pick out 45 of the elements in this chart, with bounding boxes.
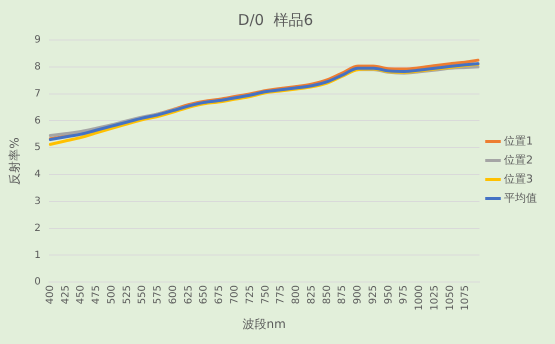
chart-title: D/0 样品6 xyxy=(238,10,314,29)
y-tick-label: 3 xyxy=(34,196,41,208)
x-tick-label: 400 xyxy=(44,285,56,304)
x-tick-label: 425 xyxy=(60,285,72,304)
x-tick-label: 1075 xyxy=(460,285,472,311)
x-tick-label: 950 xyxy=(383,285,394,304)
legend-label: 位置3 xyxy=(504,172,533,186)
x-tick-label: 500 xyxy=(106,285,118,304)
y-tick-label: 7 xyxy=(34,88,41,100)
y-tick-label: 8 xyxy=(34,62,41,72)
x-tick-label: 450 xyxy=(76,285,87,304)
x-tick-label: 925 xyxy=(368,285,379,304)
x-tick-label: 575 xyxy=(152,285,164,304)
x-tick-label: 850 xyxy=(322,285,333,304)
x-tick-label: 900 xyxy=(352,285,364,304)
x-tick-label: 725 xyxy=(244,285,256,304)
x-tick-label: 975 xyxy=(398,285,410,304)
y-tick-label: 9 xyxy=(34,34,41,46)
legend-label: 位置2 xyxy=(504,153,533,166)
x-tick-label: 550 xyxy=(137,285,148,304)
x-tick-label: 700 xyxy=(229,285,240,304)
x-tick-label: 600 xyxy=(168,285,179,304)
y-tick-label: 0 xyxy=(34,276,41,288)
legend-label: 平均值 xyxy=(504,191,537,204)
y-axis-title: 反射率% xyxy=(7,137,22,185)
x-tick-label: 825 xyxy=(306,285,318,304)
y-tick-label: 6 xyxy=(34,115,41,126)
x-tick-label: 1050 xyxy=(444,285,456,311)
y-tick-label: 4 xyxy=(34,169,41,180)
x-tick-label: 875 xyxy=(337,285,348,304)
x-tick-label: 525 xyxy=(122,285,133,304)
x-tick-label: 650 xyxy=(198,285,210,304)
x-tick-label: 1000 xyxy=(414,285,426,311)
x-axis-title: 波段nm xyxy=(242,316,286,331)
x-tick-label: 475 xyxy=(91,285,102,304)
legend-label: 位置1 xyxy=(504,134,533,148)
y-tick-label: 5 xyxy=(34,142,41,154)
x-tick-label: 675 xyxy=(214,285,226,304)
y-tick-label: 1 xyxy=(34,250,41,261)
x-tick-label: 775 xyxy=(276,285,287,304)
x-tick-label: 1025 xyxy=(429,285,440,311)
x-tick-label: 800 xyxy=(291,285,302,304)
x-tick-label: 625 xyxy=(183,285,194,304)
y-tick-label: 2 xyxy=(34,222,41,234)
x-tick-label: 750 xyxy=(260,285,272,304)
